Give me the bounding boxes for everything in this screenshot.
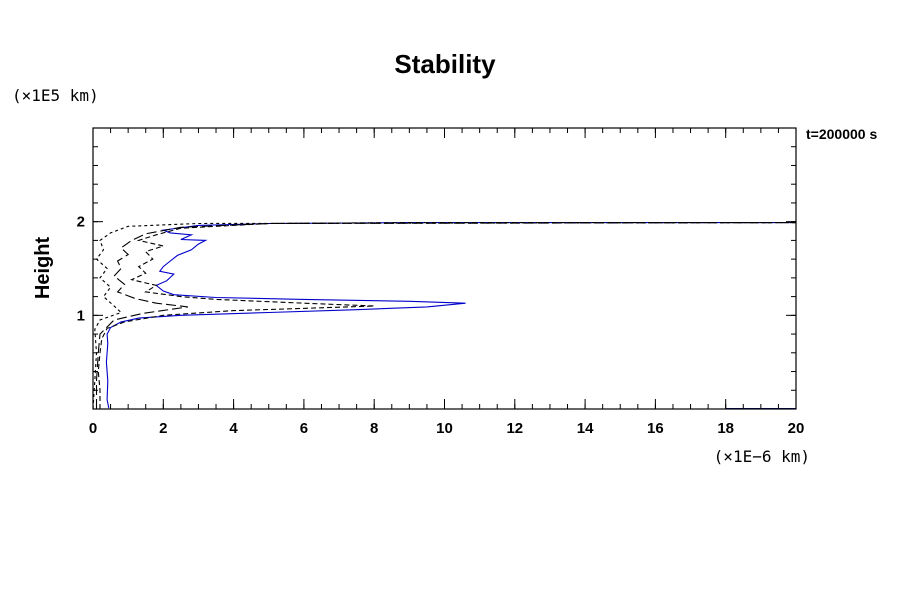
x-tick-label: 20 xyxy=(788,420,805,437)
y-tick-label: 1 xyxy=(77,307,85,324)
chart-title: Stability xyxy=(394,49,496,79)
plot-frame xyxy=(92,127,797,410)
x-tick-label: 12 xyxy=(506,420,523,437)
time-annotation: t=200000 s xyxy=(806,126,877,142)
x-unit-label: (×1E−6 km) xyxy=(714,447,810,466)
y-axis-label: Height xyxy=(32,237,54,300)
x-tick-label: 14 xyxy=(577,420,594,437)
series-line-2 xyxy=(97,222,796,409)
x-tick-label: 8 xyxy=(370,420,378,437)
x-tick-label: 16 xyxy=(647,420,664,437)
tick-layer xyxy=(92,127,797,410)
series-line-3 xyxy=(95,222,797,409)
series-line-1 xyxy=(105,222,796,409)
x-tick-label: 0 xyxy=(89,420,97,437)
x-tick-label: 10 xyxy=(436,420,453,437)
y-tick-label: 2 xyxy=(77,214,85,231)
series-layer xyxy=(92,222,797,410)
y-unit-label: (×1E5 km) xyxy=(12,86,99,105)
series-line-4 xyxy=(92,222,797,410)
x-tick-label: 2 xyxy=(159,420,167,437)
x-tick-label: 18 xyxy=(717,420,734,437)
x-tick-label: 4 xyxy=(229,420,238,437)
x-tick-label: 6 xyxy=(300,420,308,437)
